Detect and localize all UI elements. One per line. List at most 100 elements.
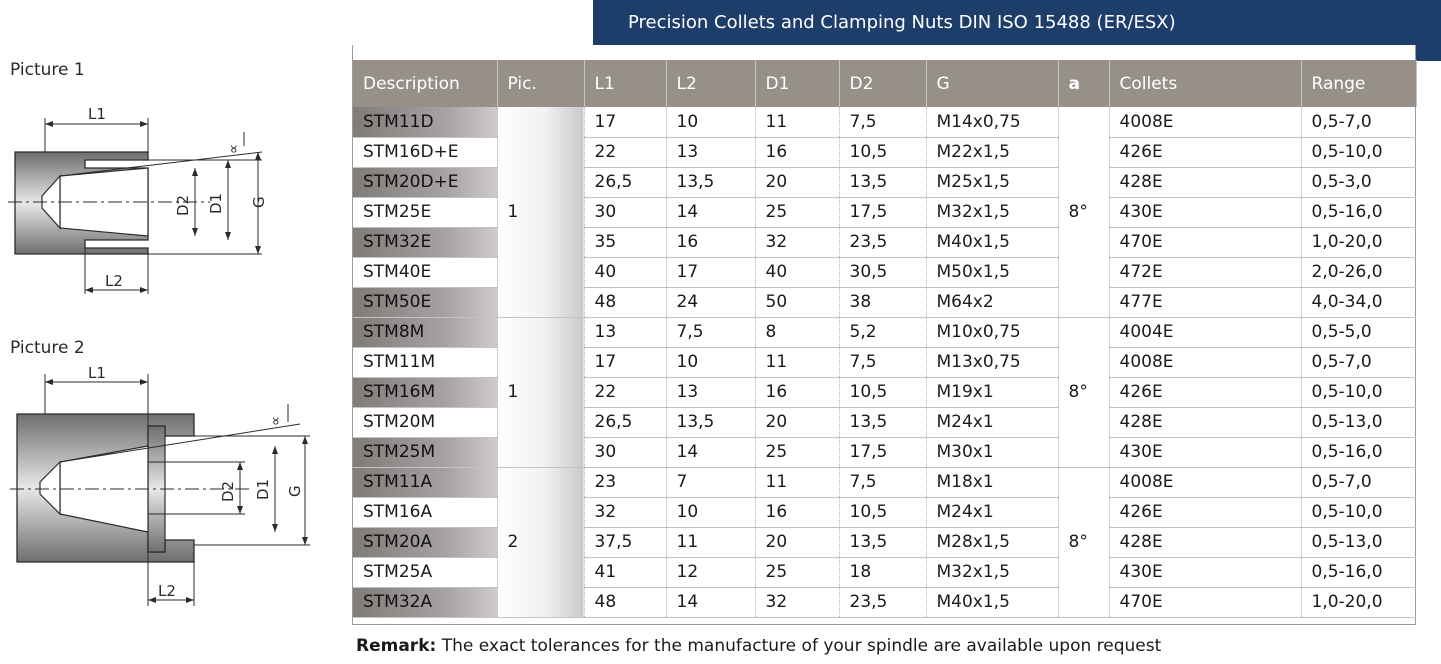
table-row: STM20M 26,5 13,5 20 13,5 M24x1 428E 0,5-13,0	[353, 407, 1416, 438]
cell-description: STM11D	[353, 107, 498, 138]
cell-l2: 17	[666, 257, 756, 288]
picture-1-alpha-label: ∝	[226, 144, 242, 154]
cell-l2: 13	[666, 377, 756, 408]
cell-l2: 24	[666, 287, 756, 318]
picture-2-l2-label: L2	[158, 582, 176, 600]
cell-l1: 26,5	[584, 407, 667, 438]
cell-l1: 17	[584, 107, 667, 138]
spec-table-body: STM11D 1 17 10 11 7,5 M14x0,75 8° 4008E 0,5-7,0 ST…	[353, 107, 1416, 618]
cell-range: 1,0-20,0	[1301, 227, 1416, 258]
cell-collets: 428E	[1109, 167, 1302, 198]
cell-range: 0,5-16,0	[1301, 557, 1416, 588]
cell-range: 0,5-10,0	[1301, 497, 1416, 528]
cell-l2: 13,5	[666, 407, 756, 438]
cell-d1: 16	[755, 137, 840, 168]
cell-d2: 13,5	[839, 407, 927, 438]
cell-g: M32x1,5	[926, 557, 1059, 588]
remark-text: The exact tolerances for the manufacture…	[436, 636, 1162, 656]
picture-2-g-label: G	[286, 485, 304, 497]
cell-d2: 5,2	[839, 317, 927, 348]
cell-l1: 41	[584, 557, 667, 588]
col-header-l2: L2	[666, 60, 756, 107]
table-row: STM8M 1 13 7,5 8 5,2 M10x0,75 8° 4004E 0,5-5,0	[353, 317, 1416, 468]
cell-d1: 20	[755, 167, 840, 198]
col-header-d1: D1	[755, 60, 840, 107]
cell-g: M10x0,75	[926, 317, 1059, 348]
cell-collets: 4008E	[1109, 467, 1302, 498]
cell-description: STM25E	[353, 197, 498, 228]
cell-l1: 30	[584, 437, 667, 468]
cell-l1: 30	[584, 197, 667, 228]
spec-table: Description Pic. L1 L2 D1 D2 G a Collets…	[353, 60, 1417, 618]
table-row: STM20A 37,5 11 20 13,5 M28x1,5 428E 0,5-13,0	[353, 527, 1416, 558]
cell-collets: 4008E	[1109, 347, 1302, 378]
cell-collets: 470E	[1109, 587, 1302, 618]
cell-range: 0,5-10,0	[1301, 377, 1416, 408]
cell-d2: 7,5	[839, 347, 927, 378]
cell-pic: 1	[497, 317, 585, 468]
cell-description: STM11M	[353, 347, 498, 378]
cell-collets: 472E	[1109, 257, 1302, 288]
cell-collets: 430E	[1109, 557, 1302, 588]
cell-d1: 8	[755, 317, 840, 348]
cell-l2: 13,5	[666, 167, 756, 198]
cell-description: STM40E	[353, 257, 498, 288]
cell-d2: 38	[839, 287, 927, 318]
table-row: STM16M 22 13 16 10,5 M19x1 426E 0,5-10,0	[353, 377, 1416, 408]
cell-collets: 428E	[1109, 407, 1302, 438]
cell-d2: 23,5	[839, 587, 927, 618]
cell-collets: 426E	[1109, 137, 1302, 168]
cell-l1: 40	[584, 257, 667, 288]
cell-angle: 8°	[1058, 317, 1110, 468]
picture-1-g-label: G	[250, 196, 268, 208]
cell-g: M25x1,5	[926, 167, 1059, 198]
cell-g: M28x1,5	[926, 527, 1059, 558]
table-row: STM16A 32 10 16 10,5 M24x1 426E 0,5-10,0	[353, 497, 1416, 528]
cell-description: STM20D+E	[353, 167, 498, 198]
cell-l2: 14	[666, 587, 756, 618]
table-row: STM25M 30 14 25 17,5 M30x1 430E 0,5-16,0	[353, 437, 1416, 468]
cell-collets: 4008E	[1109, 107, 1302, 138]
cell-l1: 17	[584, 347, 667, 378]
cell-d1: 25	[755, 197, 840, 228]
col-header-angle: a	[1058, 60, 1110, 107]
cell-l1: 23	[584, 467, 667, 498]
picture-2-title: Picture 2	[10, 338, 85, 358]
cell-l1: 48	[584, 287, 667, 318]
cell-g: M24x1	[926, 497, 1059, 528]
cell-d2: 7,5	[839, 107, 927, 138]
col-header-collets: Collets	[1109, 60, 1302, 107]
cell-l1: 22	[584, 377, 667, 408]
cell-g: M32x1,5	[926, 197, 1059, 228]
picture-1-l1-label: L1	[88, 105, 106, 123]
cell-d1: 11	[755, 467, 840, 498]
cell-l1: 32	[584, 497, 667, 528]
cell-l2: 13	[666, 137, 756, 168]
table-row: STM20D+E 26,5 13,5 20 13,5 M25x1,5 428E 0,5-3,0	[353, 167, 1416, 198]
cell-description: STM8M	[353, 317, 498, 348]
col-header-description: Description	[353, 60, 498, 107]
cell-d2: 10,5	[839, 137, 927, 168]
cell-range: 0,5-3,0	[1301, 167, 1416, 198]
cell-angle: 8°	[1058, 107, 1110, 318]
cell-l2: 7	[666, 467, 756, 498]
spec-table-frame: Description Pic. L1 L2 D1 D2 G a Collets…	[352, 45, 1417, 625]
cell-l2: 10	[666, 107, 756, 138]
cell-pic: 2	[497, 467, 585, 618]
cell-l2: 12	[666, 557, 756, 588]
cell-l1: 37,5	[584, 527, 667, 558]
col-header-pic: Pic.	[497, 60, 585, 107]
cell-l2: 14	[666, 437, 756, 468]
cell-l2: 11	[666, 527, 756, 558]
cell-range: 0,5-5,0	[1301, 317, 1416, 348]
cell-pic: 1	[497, 107, 585, 318]
picture-1-l2-label: L2	[105, 272, 123, 290]
cell-d2: 13,5	[839, 527, 927, 558]
cell-g: M40x1,5	[926, 227, 1059, 258]
table-row: STM16D+E 22 13 16 10,5 M22x1,5 426E 0,5-10,0	[353, 137, 1416, 168]
picture-2-d1-label: D1	[254, 479, 272, 500]
cell-description: STM16M	[353, 377, 498, 408]
picture-2-diagram: L1 L2 D2 D1 G ∝	[10, 364, 310, 606]
table-row: STM32A 48 14 32 23,5 M40x1,5 470E 1,0-20,0	[353, 587, 1416, 618]
picture-1-diagram: L1 L2 D2 D1 G ∝	[8, 105, 268, 294]
